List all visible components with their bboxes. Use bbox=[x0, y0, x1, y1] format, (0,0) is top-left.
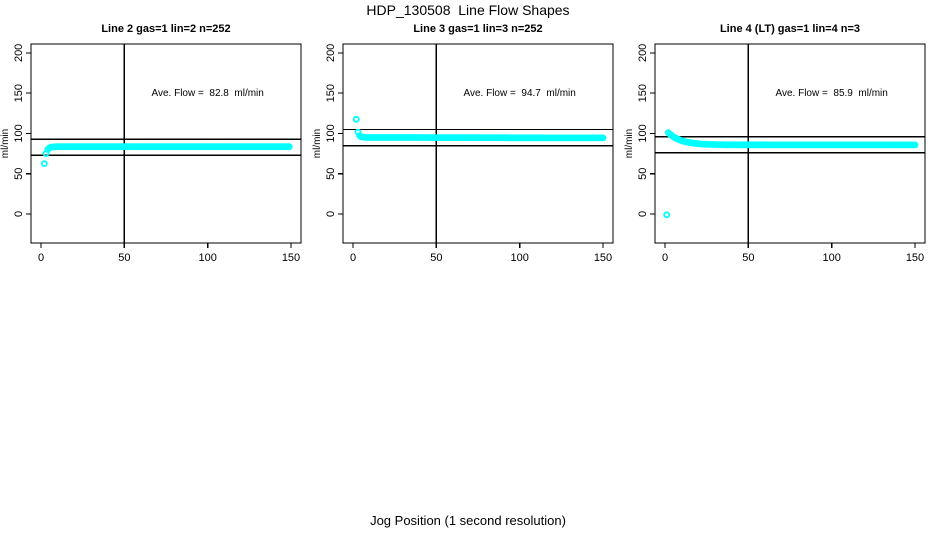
y-tick-label: 150 bbox=[637, 84, 649, 102]
x-tick-label: 150 bbox=[594, 252, 612, 264]
plot-box bbox=[654, 43, 926, 244]
y-axis-label: ml/min bbox=[312, 129, 323, 158]
y-tick-label: 50 bbox=[325, 168, 337, 180]
panel-line4-title: Line 4 (LT) gas=1 lin=4 n=3 bbox=[719, 23, 861, 35]
panel-line2: Line 2 gas=1 lin=2 n=252 0 50 100 150 0 50 100… bbox=[0, 20, 312, 280]
x-axis-label: Jog Position (1 second resolution) bbox=[370, 513, 566, 528]
y-tick-label: 100 bbox=[325, 124, 337, 142]
x-tick-label: 100 bbox=[198, 252, 216, 264]
ave-flow-annotation: Ave. Flow = 85.9 ml/min bbox=[775, 88, 887, 99]
data-point bbox=[599, 134, 607, 142]
x-tick-label: 50 bbox=[430, 252, 442, 264]
y-tick-label: 200 bbox=[13, 44, 25, 62]
ave-flow-annotation: Ave. Flow = 94.7 ml/min bbox=[463, 88, 575, 99]
data-point bbox=[285, 143, 293, 151]
data-points bbox=[352, 115, 607, 142]
data-point bbox=[352, 115, 360, 123]
y-tick-label: 50 bbox=[13, 168, 25, 180]
ave-flow-annotation: Ave. Flow = 82.8 ml/min bbox=[151, 88, 263, 99]
panel-line4: Line 4 (LT) gas=1 lin=4 n=3 0 50 100 150 0 50… bbox=[624, 20, 936, 280]
y-tick-label: 150 bbox=[325, 84, 337, 102]
x-tick-label: 150 bbox=[282, 252, 300, 264]
panel-line4-plot: 0 50 100 150 0 50 100 150 200 ml/min Ave. Flow = 8… bbox=[624, 43, 926, 264]
panel-line3-plot: 0 50 100 150 0 50 100 150 200 ml/min Ave. Flow = 9… bbox=[312, 43, 614, 264]
panel-line3-title: Line 3 gas=1 lin=3 n=252 bbox=[413, 23, 543, 35]
figure-title: HDP_130508 Line Flow Shapes bbox=[366, 2, 570, 18]
y-tick-label: 200 bbox=[637, 44, 649, 62]
y-tick-label: 50 bbox=[637, 168, 649, 180]
plot-box bbox=[30, 43, 302, 244]
data-point bbox=[911, 141, 919, 149]
data-point bbox=[663, 211, 671, 219]
x-tick-label: 0 bbox=[350, 252, 356, 264]
x-tick-label: 50 bbox=[742, 252, 754, 264]
panel-line3: Line 3 gas=1 lin=3 n=252 0 50 100 150 0 50 100… bbox=[312, 20, 624, 280]
y-tick-label: 0 bbox=[13, 211, 25, 217]
x-tick-label: 0 bbox=[662, 252, 668, 264]
x-tick-label: 50 bbox=[118, 252, 130, 264]
y-tick-label: 0 bbox=[637, 211, 649, 217]
y-tick-label: 150 bbox=[13, 84, 25, 102]
x-tick-label: 150 bbox=[906, 252, 924, 264]
plot-box bbox=[342, 43, 614, 244]
y-tick-label: 100 bbox=[13, 124, 25, 142]
y-axis-label: ml/min bbox=[0, 129, 11, 158]
x-tick-label: 100 bbox=[510, 252, 528, 264]
y-axis-label: ml/min bbox=[624, 129, 635, 158]
data-points bbox=[663, 129, 919, 219]
y-tick-label: 200 bbox=[325, 44, 337, 62]
y-tick-label: 100 bbox=[637, 124, 649, 142]
data-point bbox=[40, 160, 48, 167]
x-tick-label: 0 bbox=[38, 252, 44, 264]
data-points bbox=[40, 143, 293, 167]
y-tick-label: 0 bbox=[325, 211, 337, 217]
panel-line2-title: Line 2 gas=1 lin=2 n=252 bbox=[101, 23, 231, 35]
panel-line2-plot: 0 50 100 150 0 50 100 150 200 ml/min Ave. Flow = 8… bbox=[0, 43, 302, 264]
x-tick-label: 100 bbox=[822, 252, 840, 264]
